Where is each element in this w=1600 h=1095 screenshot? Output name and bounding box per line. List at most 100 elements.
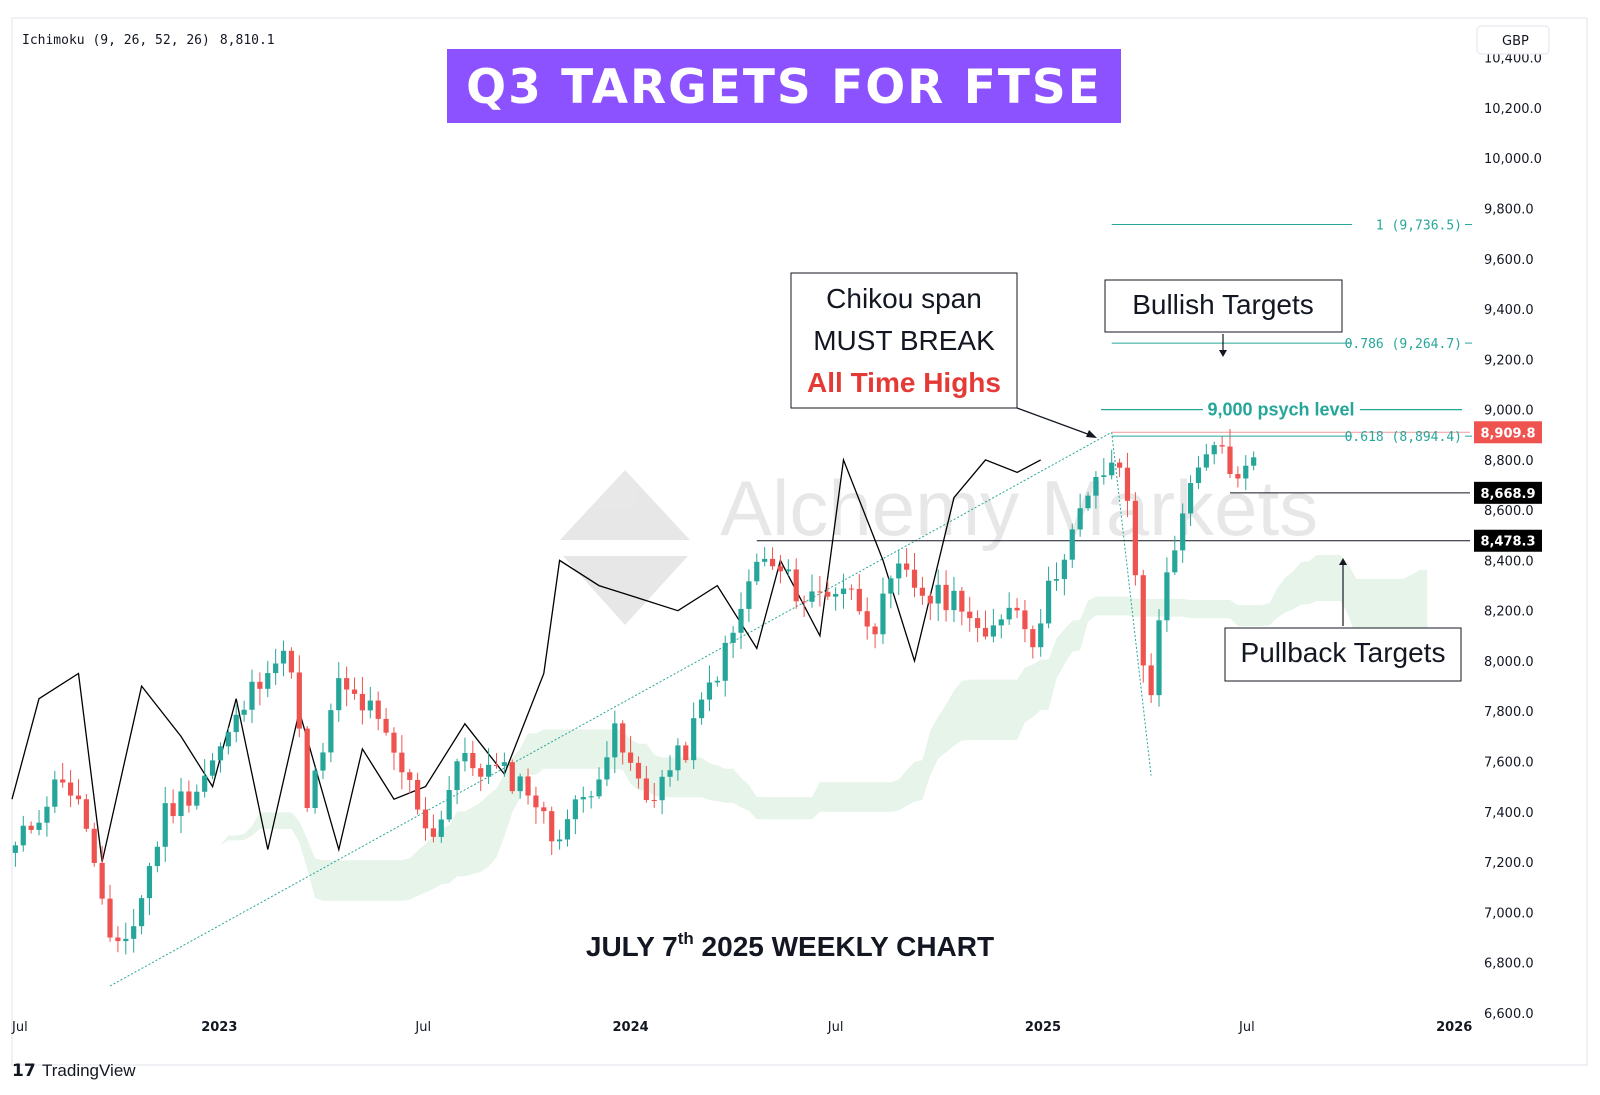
candle[interactable] [896,549,902,595]
candle[interactable] [1203,443,1209,471]
candle[interactable] [872,623,878,649]
candle[interactable] [446,775,452,823]
candle[interactable] [556,829,563,850]
candle[interactable] [178,777,184,834]
candle[interactable] [36,809,42,836]
candle[interactable] [1053,562,1060,591]
candle[interactable] [241,700,247,722]
candle[interactable] [549,806,555,856]
candle[interactable] [1180,503,1186,563]
candle[interactable] [60,762,66,788]
candle[interactable] [754,553,760,585]
candle[interactable] [202,759,208,798]
candle[interactable] [651,783,657,808]
candle[interactable] [1156,609,1162,707]
candle[interactable] [706,665,713,712]
candle[interactable] [1235,466,1241,488]
price-axis[interactable]: 6,600.0 6,800.0 7,000.0 7,200.0 7,400.0 7,600… [1484,52,1542,1022]
candle[interactable] [249,669,255,724]
candle[interactable] [1014,598,1020,619]
candle[interactable] [296,655,302,738]
candle[interactable] [643,766,649,803]
candle[interactable] [146,862,153,916]
candle[interactable] [730,625,736,659]
candle[interactable] [351,677,358,700]
candle[interactable] [714,676,720,687]
candle[interactable] [525,768,531,805]
candle[interactable] [75,779,82,805]
candle[interactable] [1022,599,1028,643]
candle[interactable] [588,790,594,809]
candle[interactable] [422,797,429,841]
candle[interactable] [209,753,216,780]
candle[interactable] [52,770,58,813]
candle[interactable] [675,738,681,781]
candle[interactable] [612,710,618,774]
candle[interactable] [99,845,105,905]
candle[interactable] [67,769,74,808]
candle[interactable] [817,575,823,607]
candle[interactable] [170,789,176,824]
candle[interactable] [304,725,310,812]
currency-badge[interactable] [1476,25,1550,55]
candle[interactable] [194,784,200,810]
candle[interactable] [1116,458,1123,478]
candle[interactable] [336,662,342,722]
candle[interactable] [911,553,918,598]
candle[interactable] [856,574,862,615]
candle[interactable] [904,548,910,577]
candle[interactable] [880,577,886,644]
candle[interactable] [951,576,957,623]
candle[interactable] [864,597,870,640]
candle[interactable] [667,755,673,787]
candle[interactable] [769,547,776,571]
candle[interactable] [1006,592,1012,625]
candle[interactable] [517,773,523,799]
candle[interactable] [1069,523,1075,568]
candle[interactable] [1085,492,1091,511]
candle[interactable] [982,610,989,640]
candle[interactable] [225,727,231,755]
candle[interactable] [280,640,287,677]
candle[interactable] [383,707,389,736]
candle[interactable] [541,801,547,824]
candle[interactable] [975,610,981,643]
candle[interactable] [801,595,807,618]
candle[interactable] [1077,493,1083,537]
candle[interactable] [762,547,768,567]
candle[interactable] [1164,557,1170,632]
candle[interactable] [107,884,113,942]
candle[interactable] [1061,554,1067,596]
candle[interactable] [1227,429,1233,479]
candle[interactable] [391,727,397,771]
candle[interactable] [470,740,476,776]
candle[interactable] [533,786,539,824]
candle[interactable] [1038,608,1044,657]
candle[interactable] [793,558,799,609]
candle[interactable] [1251,451,1257,471]
candle[interactable] [154,841,160,873]
candle[interactable] [564,809,571,847]
candle[interactable] [509,759,515,794]
candle[interactable] [399,735,405,790]
candle[interactable] [683,741,689,763]
candle[interactable] [927,592,933,620]
candle[interactable] [1243,455,1249,491]
candle[interactable] [691,702,697,769]
candle[interactable] [1172,535,1178,576]
candle[interactable] [430,814,437,843]
candle[interactable] [454,758,460,805]
candle[interactable] [28,821,34,834]
candle[interactable] [328,703,334,763]
candle[interactable] [273,648,279,685]
candle[interactable] [825,580,831,600]
time-axis[interactable]: Jul 2023 Jul 2024 Jul 2025 Jul 2026 [11,1020,1472,1035]
candle[interactable] [698,692,705,725]
candle[interactable] [257,672,263,706]
candle[interactable] [375,691,381,731]
candle[interactable] [462,737,468,772]
candle[interactable] [407,768,413,794]
candle[interactable] [359,677,366,725]
candle[interactable] [848,584,855,601]
